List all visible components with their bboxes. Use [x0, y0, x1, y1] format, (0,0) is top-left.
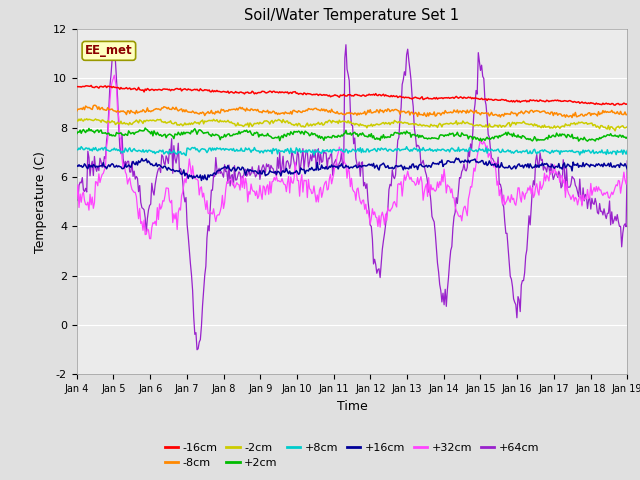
- Legend: -16cm, -8cm, -2cm, +2cm, +8cm, +16cm, +32cm, +64cm: -16cm, -8cm, -2cm, +2cm, +8cm, +16cm, +3…: [160, 438, 544, 472]
- Y-axis label: Temperature (C): Temperature (C): [35, 151, 47, 252]
- Title: Soil/Water Temperature Set 1: Soil/Water Temperature Set 1: [244, 9, 460, 24]
- X-axis label: Time: Time: [337, 400, 367, 413]
- Text: EE_met: EE_met: [85, 44, 132, 57]
